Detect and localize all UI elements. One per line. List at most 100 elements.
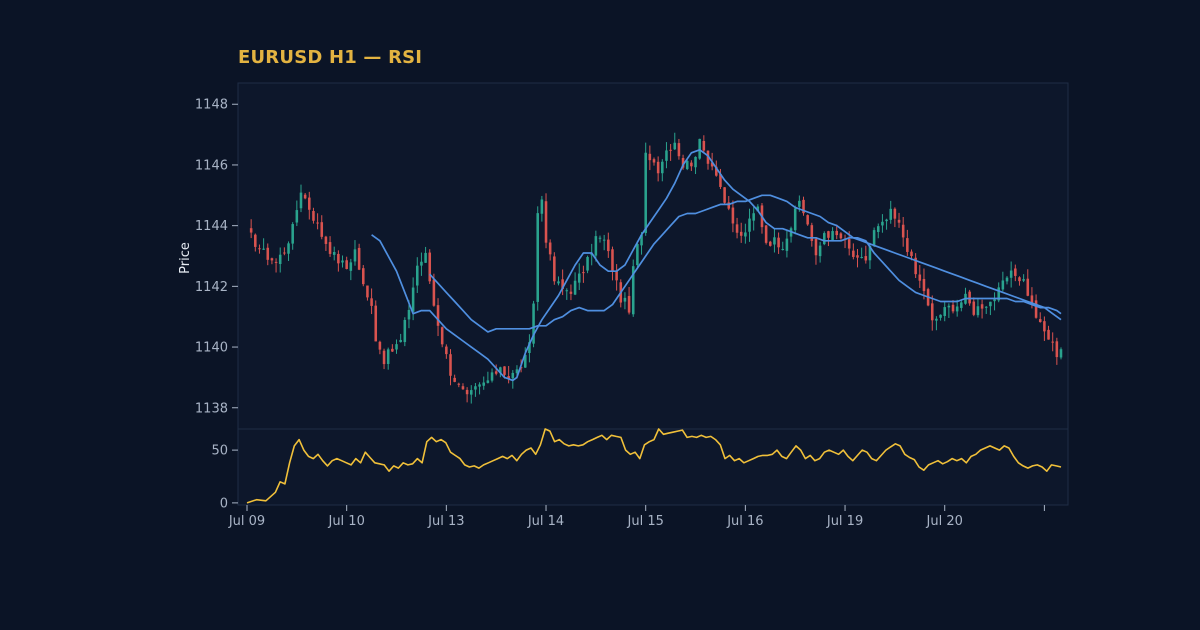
x-tick-label: Jul 13 — [427, 514, 464, 529]
rsi-line — [246, 428, 1062, 504]
candle-body — [984, 306, 988, 308]
candle-body — [818, 245, 822, 257]
candle-body — [515, 369, 519, 374]
candle-body — [490, 372, 494, 381]
candle-body — [785, 238, 789, 251]
candle-body — [677, 143, 681, 157]
candle-body — [752, 213, 755, 221]
candle-body — [474, 386, 477, 390]
candle-body — [798, 200, 801, 207]
x-tick-label: Jul 19 — [826, 514, 863, 529]
candle-body — [665, 150, 668, 161]
candle-body — [889, 208, 893, 220]
candle-body — [756, 206, 760, 212]
moving-average-series — [371, 148, 1062, 382]
rsi-panel-background — [237, 428, 1069, 506]
candle-body — [557, 281, 560, 284]
candle-body — [690, 162, 693, 167]
candle-body — [852, 250, 855, 257]
candle-body — [582, 272, 585, 274]
candle-body — [943, 307, 946, 316]
candle-body — [930, 303, 934, 321]
candle-body — [739, 231, 743, 236]
price-y-tick-label: 1140 — [195, 341, 228, 356]
candle-body — [386, 349, 390, 364]
candle-body — [897, 219, 901, 223]
candle-body — [947, 305, 951, 308]
ma-slow-line — [429, 194, 1062, 333]
candle-body — [735, 224, 739, 233]
candle-body — [1043, 321, 1046, 332]
candle-body — [669, 149, 672, 151]
candle-body — [366, 285, 369, 298]
candle-body — [715, 166, 718, 176]
candle-body — [980, 304, 984, 309]
candle-body — [960, 302, 963, 308]
candle-body — [1030, 295, 1034, 303]
candle-body — [432, 279, 436, 306]
candle-body — [436, 305, 440, 326]
candle-body — [374, 305, 378, 342]
candle-body — [847, 239, 851, 249]
price-y-tick-label: 1138 — [195, 401, 228, 416]
candle-body — [528, 342, 531, 353]
candle-body — [636, 243, 639, 266]
candle-body — [623, 297, 627, 302]
candle-body — [652, 159, 656, 163]
candle-body — [569, 291, 573, 294]
candle-body — [345, 260, 348, 269]
candle-body — [914, 257, 917, 275]
x-tick-label: Jul 09 — [228, 514, 265, 529]
candle-body — [694, 156, 697, 168]
candle-body — [731, 207, 735, 224]
candle-body — [362, 268, 365, 285]
candle-body — [997, 287, 1000, 301]
candle-body — [486, 380, 490, 383]
candle-body — [835, 230, 839, 236]
candle-body — [428, 252, 432, 282]
candle-body — [378, 341, 382, 350]
candle-body — [254, 234, 257, 247]
candle-body — [1026, 278, 1030, 296]
candle-body — [1022, 279, 1025, 281]
candle-body — [353, 249, 357, 262]
candle-body — [283, 252, 286, 254]
candle-body — [723, 187, 726, 203]
x-tick-label: Jul 16 — [726, 514, 763, 529]
candle-body — [673, 142, 677, 150]
price-y-axis: 1138 1140 1142 1144 1146 1148 — [195, 98, 238, 416]
candle-body — [258, 248, 261, 250]
candle-body — [868, 245, 872, 261]
candle-body — [308, 197, 311, 210]
candle-body — [910, 251, 913, 257]
candle-body — [885, 219, 888, 222]
candle-body — [565, 290, 569, 292]
price-y-tick-label: 1144 — [195, 219, 228, 234]
candle-body — [445, 346, 448, 355]
candle-body — [399, 339, 402, 343]
candle-body — [656, 161, 660, 174]
candle-body — [989, 301, 992, 307]
candle-body — [864, 256, 868, 261]
x-tick-label: Jul 14 — [527, 514, 564, 529]
candle-body — [814, 238, 818, 256]
candle-body — [827, 231, 830, 238]
candle-body — [357, 247, 361, 270]
candle-body — [586, 257, 589, 271]
candle-body — [748, 218, 751, 232]
candle-body — [893, 208, 897, 219]
x-tick-label: Jul 20 — [926, 514, 963, 529]
candle-body — [1059, 349, 1063, 358]
x-axis: Jul 09 Jul 10 Jul 13 Jul 14 Jul 15 Jul 16 Jul … — [228, 505, 1045, 529]
candle-body — [906, 238, 909, 252]
x-tick-label: Jul 10 — [327, 514, 364, 529]
candle-body — [461, 386, 465, 390]
candle-body — [806, 215, 809, 225]
candle-body — [598, 237, 602, 239]
candle-body — [312, 211, 315, 221]
candle-body — [540, 199, 544, 214]
candle-body — [856, 255, 859, 258]
candle-body — [719, 174, 722, 187]
candle-body — [478, 384, 481, 387]
candle-body — [1034, 300, 1038, 318]
